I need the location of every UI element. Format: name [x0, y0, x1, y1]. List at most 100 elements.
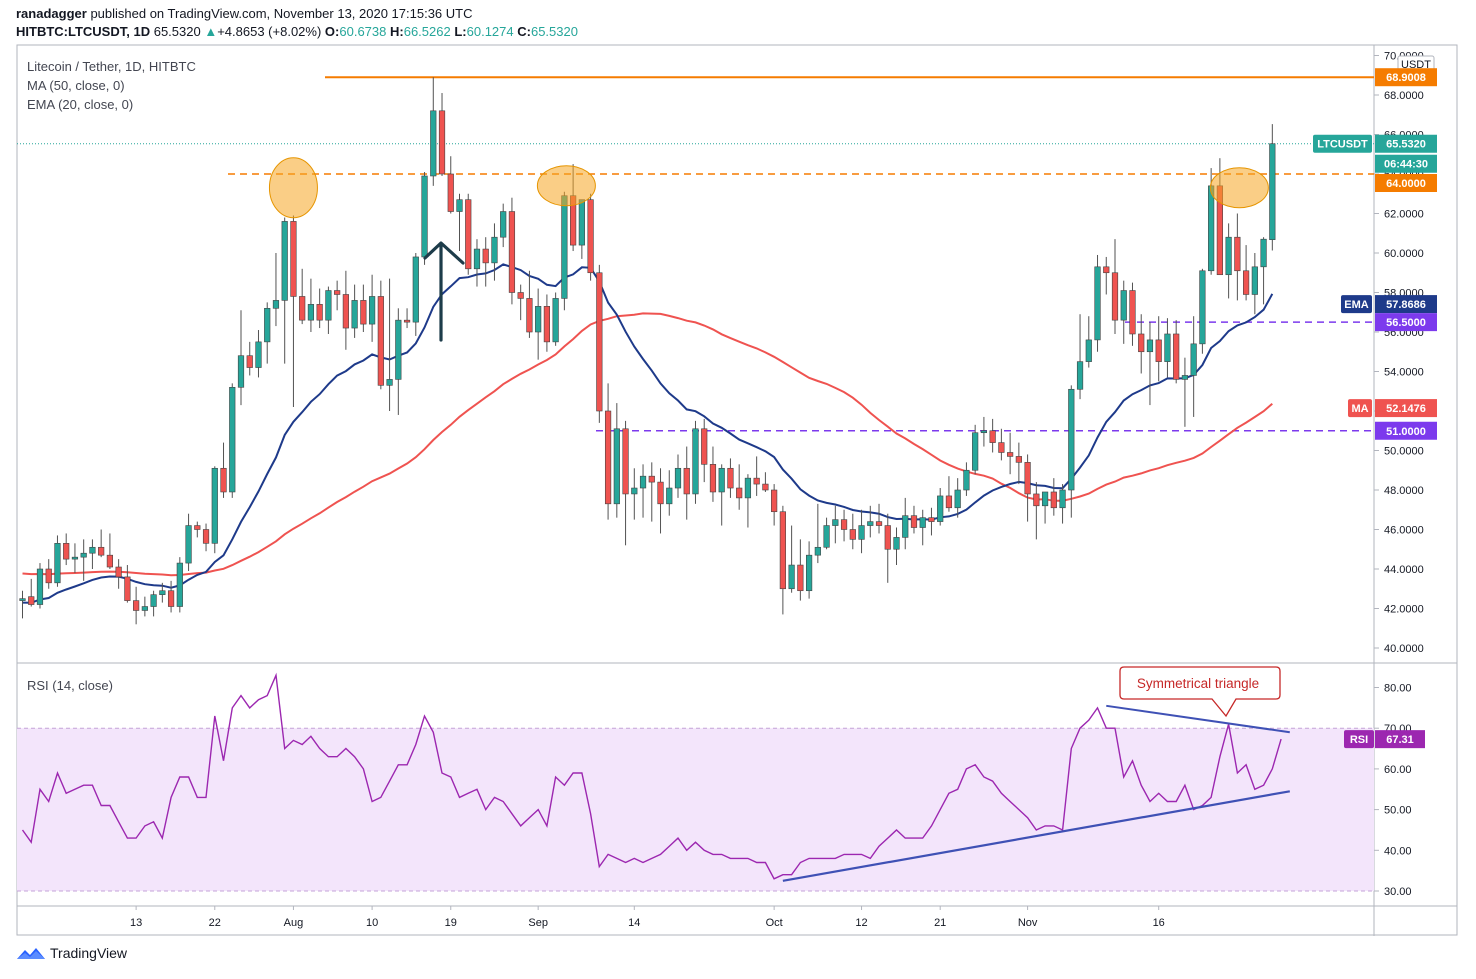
- candle-body: [578, 199, 585, 246]
- candle-body: [167, 590, 175, 607]
- candle-body: [325, 290, 332, 321]
- candle: [1094, 254, 1101, 352]
- candle: [229, 383, 236, 498]
- candle-body: [19, 598, 26, 601]
- candle: [395, 308, 402, 415]
- candle: [1243, 245, 1250, 301]
- candle: [902, 497, 909, 550]
- candle: [1155, 316, 1162, 382]
- price-axis-label: 54.0000: [1384, 367, 1424, 379]
- candle: [604, 383, 612, 520]
- candle: [106, 533, 113, 569]
- candle: [849, 513, 856, 550]
- candle-body: [771, 489, 778, 513]
- candle: [325, 286, 332, 334]
- candle-body: [989, 430, 996, 443]
- candle-body: [1138, 333, 1145, 353]
- candle: [535, 288, 542, 360]
- candle-body: [1208, 185, 1215, 272]
- price-tag-label: LTCUSDT: [1317, 139, 1368, 151]
- candle-body: [945, 495, 953, 509]
- time-axis-label: 22: [209, 917, 221, 929]
- candle: [1199, 268, 1206, 354]
- price-tag-label: EMA: [1344, 299, 1369, 311]
- candle: [1173, 320, 1180, 384]
- candle-body: [1199, 270, 1206, 345]
- candle: [989, 418, 996, 453]
- time-axis-label: 14: [628, 917, 640, 929]
- candle: [937, 488, 944, 526]
- price-tag-box: [1375, 134, 1437, 153]
- candle-body: [473, 248, 481, 270]
- candle-body: [36, 568, 44, 605]
- candle: [692, 420, 699, 504]
- rsi-axis-label: 80.00: [1384, 683, 1412, 695]
- candle: [307, 278, 315, 332]
- candle-body: [814, 546, 821, 556]
- candle: [351, 284, 358, 338]
- rsi-tag-value: 67.31: [1386, 734, 1414, 746]
- candle-body: [797, 564, 804, 592]
- candle: [1103, 256, 1110, 295]
- candle-body: [849, 529, 856, 540]
- candle-body: [255, 341, 262, 368]
- candle: [255, 330, 262, 378]
- price-tag-value: 57.8686: [1386, 299, 1426, 311]
- legend-symbol: Litecoin / Tether, 1D, HITBTC: [27, 59, 196, 74]
- candle: [867, 505, 874, 538]
- candle-body: [63, 543, 70, 560]
- candle-body: [395, 319, 402, 380]
- candle: [1033, 482, 1040, 540]
- candle: [1251, 253, 1258, 315]
- candle-body: [1173, 333, 1180, 380]
- price-tag: EMA 57.8686: [1341, 295, 1437, 314]
- price-tag: MA 52.1476: [1348, 399, 1437, 418]
- candle: [919, 509, 926, 546]
- candle: [465, 193, 472, 275]
- candle: [1138, 314, 1145, 374]
- change-value: +4.8653 (+8.02%): [217, 24, 322, 39]
- rsi-tag-label-box: [1344, 730, 1374, 749]
- open-label: O:: [324, 24, 340, 39]
- rsi-tag-box: [1375, 730, 1425, 749]
- price-axis-label: 40.0000: [1384, 643, 1424, 655]
- candle: [508, 197, 516, 305]
- author-name[interactable]: ranadagger: [16, 6, 87, 21]
- open-value: 60.6738: [339, 24, 387, 39]
- candle: [1164, 318, 1171, 378]
- price-axis-label: 68.0000: [1384, 90, 1424, 102]
- candle-body: [1260, 238, 1267, 268]
- candle: [972, 424, 979, 475]
- candle: [1181, 357, 1189, 427]
- candle-body: [1094, 266, 1101, 341]
- candle-body: [141, 606, 148, 611]
- price-tag-label-box: [1313, 134, 1372, 153]
- candle: [1050, 478, 1057, 516]
- candle: [299, 268, 306, 325]
- candle-body: [832, 519, 839, 526]
- candle-body: [133, 600, 140, 611]
- candle-body: [316, 304, 323, 321]
- candle-body: [963, 469, 970, 491]
- rsi-plot: Symmetrical triangle: [21, 666, 1290, 882]
- candle: [63, 533, 70, 566]
- candle-body: [517, 292, 524, 299]
- candle-body: [229, 386, 236, 493]
- candle-body: [587, 199, 594, 274]
- candle: [1076, 314, 1084, 400]
- price-axis-label: 46.0000: [1384, 525, 1424, 537]
- candle-body: [290, 221, 297, 297]
- candle: [718, 464, 725, 526]
- ema-20-line: [22, 263, 1274, 604]
- candle-body: [1269, 143, 1276, 240]
- candle: [639, 464, 647, 518]
- candle: [762, 472, 769, 492]
- candle-body: [159, 590, 166, 595]
- footer-brand[interactable]: TradingView: [16, 945, 127, 961]
- candle: [185, 513, 192, 571]
- price-axis-label: 44.0000: [1384, 564, 1424, 576]
- candle-body: [1146, 339, 1154, 353]
- price-tag-box: [1375, 68, 1437, 87]
- legend-ema: EMA (20, close, 0): [27, 97, 133, 112]
